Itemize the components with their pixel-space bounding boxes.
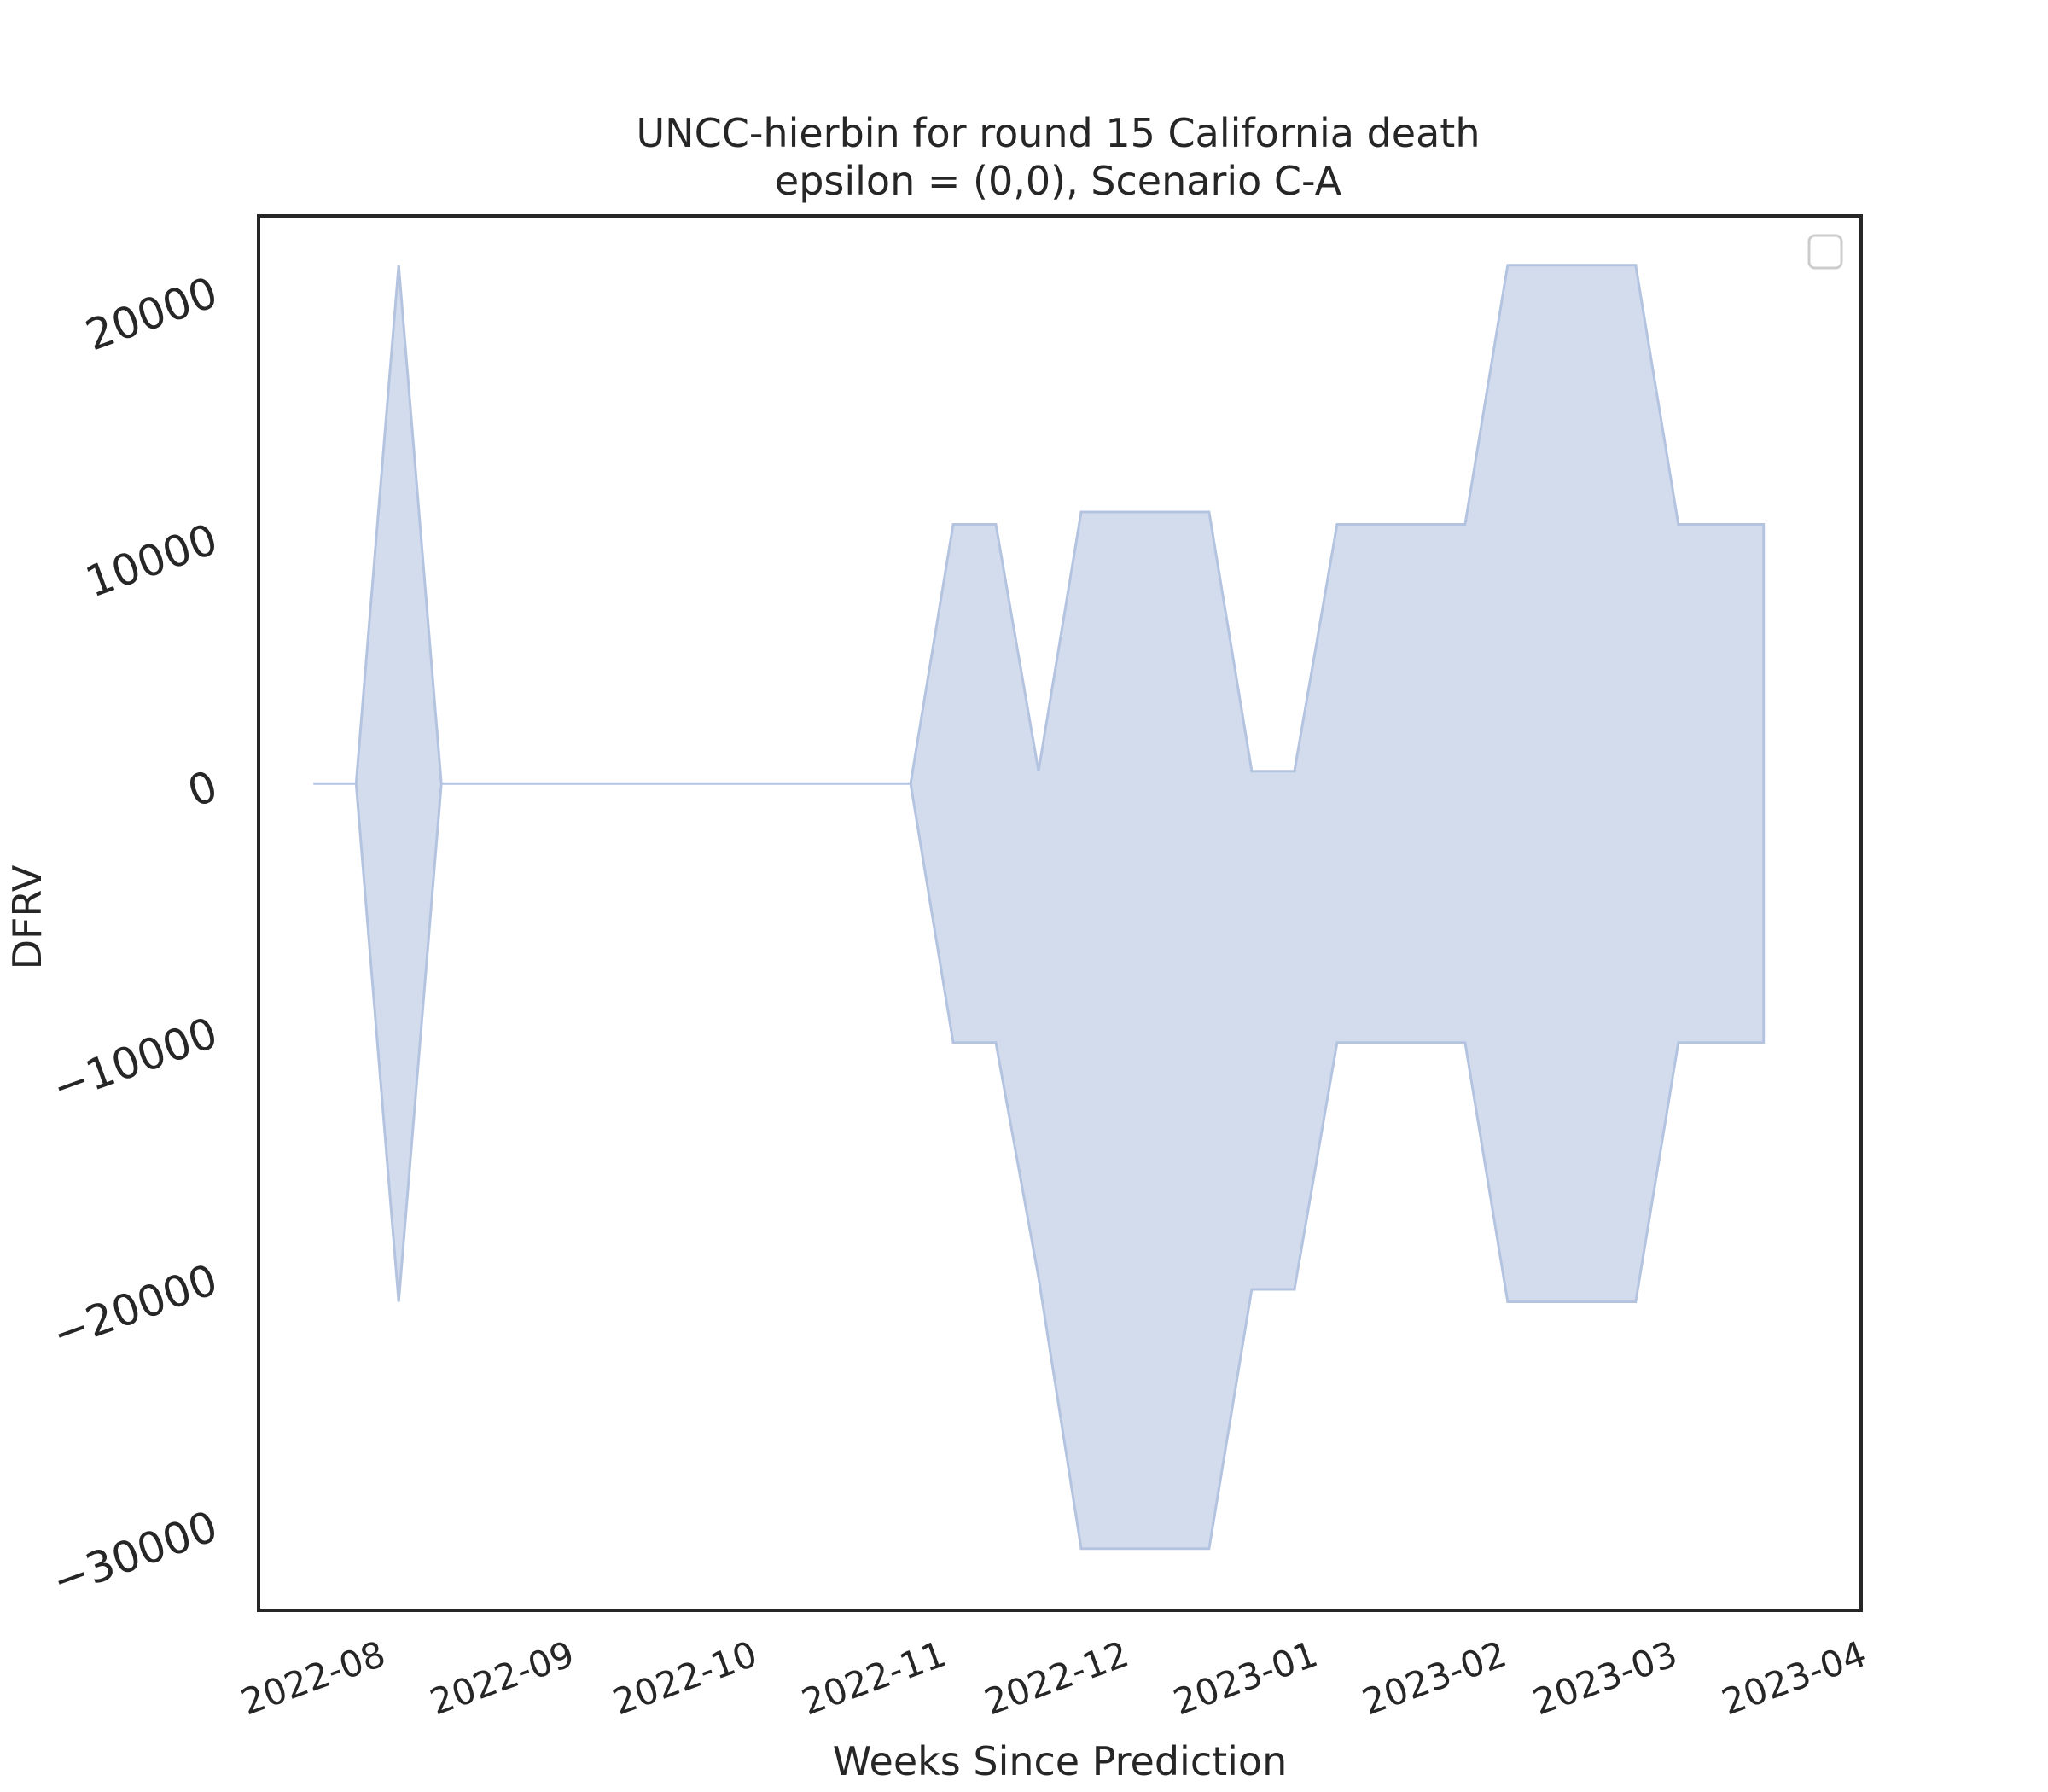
y-tick-label: −10000 [46,1008,224,1113]
x-axis-ticks: 2022-08 2022-09 2022-10 2022-11 2022-12 2023-… [236,1632,1871,1723]
y-axis-label: DFRV [4,864,50,969]
y-tick-label: 20000 [79,267,224,360]
series-0-band [313,264,1766,1551]
x-tick-label: 2022-12 [979,1632,1134,1723]
x-tick-label: 2023-01 [1168,1632,1324,1723]
x-tick-label: 2022-11 [796,1632,951,1723]
chart-title: UNCC-hierbin for round 15 California dea… [637,110,1481,156]
y-tick-label: 10000 [79,515,224,608]
plot-area [313,264,1766,1551]
x-tick-label: 2022-10 [608,1632,763,1723]
x-tick-label: 2022-08 [236,1632,391,1723]
x-tick-label: 2023-04 [1716,1632,1871,1723]
x-axis-label: Weeks Since Prediction [833,1738,1287,1784]
x-tick-label: 2023-02 [1357,1632,1512,1723]
y-axis-ticks: 20000 10000 0 −10000 −20000 −30000 [46,267,224,1606]
y-tick-label: 0 [182,761,224,817]
x-tick-label: 2022-09 [424,1632,579,1723]
y-tick-label: −30000 [46,1501,224,1606]
y-tick-label: −20000 [46,1254,224,1359]
legend-box [1807,234,1843,270]
chart-subtitle: epsilon = (0,0), Scenario C-A [775,158,1342,204]
x-tick-label: 2023-03 [1527,1632,1683,1723]
plot-frame [257,214,1863,1612]
